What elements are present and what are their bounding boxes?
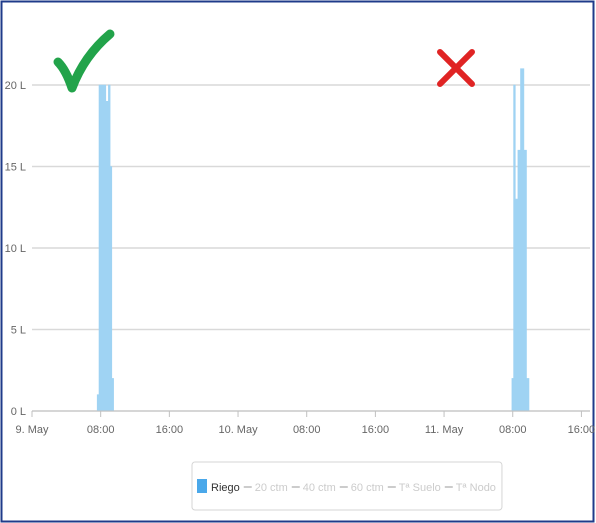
y-tick-label-3: 15 L xyxy=(5,162,26,174)
x-tick-label-0: 9. May xyxy=(15,424,49,436)
legend-item-4[interactable]: Tª Suelo xyxy=(399,482,441,494)
legend-item-2[interactable]: 40 ctm xyxy=(303,482,336,494)
legend-swatch-riego xyxy=(197,479,207,493)
check-mark-icon xyxy=(53,29,115,93)
y-tick-label-0: 0 L xyxy=(11,406,26,418)
legend-item-riego[interactable]: Riego xyxy=(211,482,240,494)
series-area xyxy=(96,68,530,412)
x-tick-label-1: 08:00 xyxy=(87,424,115,436)
y-tick-label-1: 5 L xyxy=(11,325,26,337)
y-tick-label-4: 20 L xyxy=(5,80,26,92)
y-tick-label-2: 10 L xyxy=(5,243,26,255)
x-tick-label-7: 08:00 xyxy=(499,424,527,436)
cross-mark-stroke-2 xyxy=(437,49,475,87)
x-tick-label-8: 16:00 xyxy=(568,424,596,436)
legend[interactable]: Riego 20 ctm 40 ctm 60 ctm Tª Suelo Tª Nodo xyxy=(191,461,503,511)
legend-item-5[interactable]: Tª Nodo xyxy=(456,482,496,494)
annotations xyxy=(53,29,475,93)
x-tick-label-2: 16:00 xyxy=(156,424,184,436)
legend-item-3[interactable]: 60 ctm xyxy=(351,482,384,494)
axis: 0 L 5 L 10 L 15 L 20 L 9. May 08:00 16:00 10. Ma… xyxy=(5,80,596,436)
legend-item-1[interactable]: 20 ctm xyxy=(255,482,288,494)
x-tick-label-5: 16:00 xyxy=(362,424,390,436)
x-tick-label-4: 08:00 xyxy=(293,424,321,436)
x-tick-label-6: 11. May xyxy=(425,424,464,436)
x-tick-label-3: 10. May xyxy=(218,424,258,436)
series-area-riego xyxy=(96,68,530,412)
